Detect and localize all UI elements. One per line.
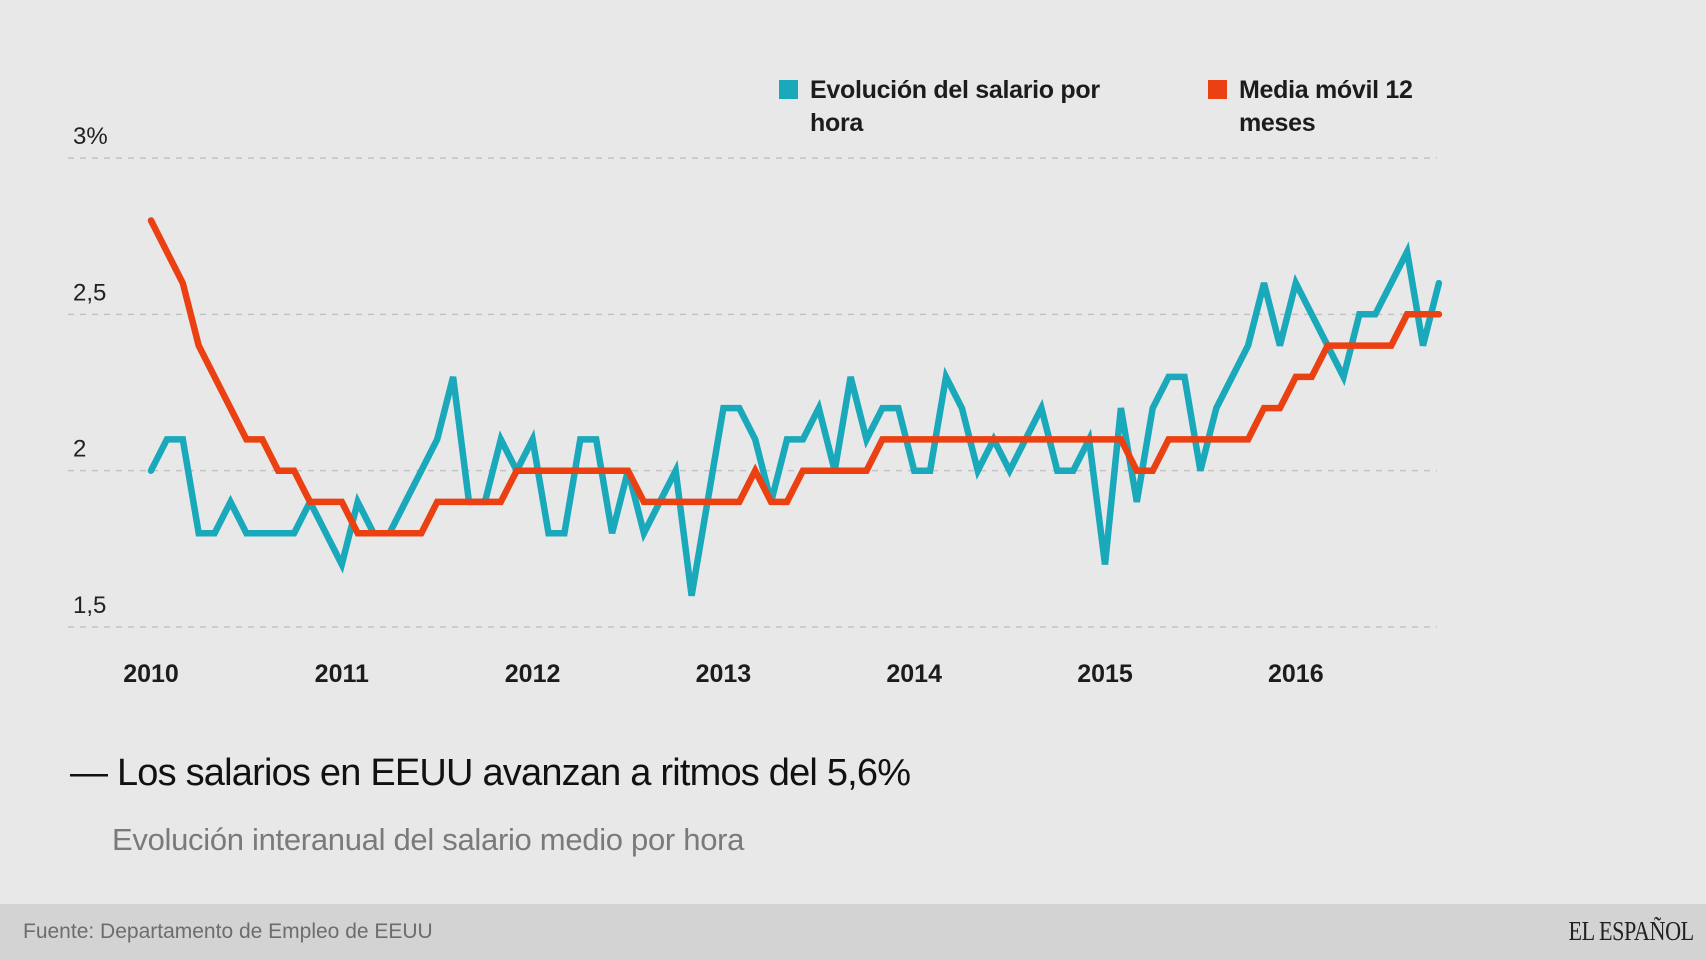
x-tick-label: 2014 bbox=[886, 660, 942, 688]
footer-bar: Fuente: Departamento de Empleo de EEUU E… bbox=[0, 904, 1706, 960]
y-tick-label: 2 bbox=[73, 436, 86, 463]
legend-label: Media móvil 12 meses bbox=[1239, 76, 1413, 137]
series-lines bbox=[147, 217, 1443, 597]
title-dash: — bbox=[70, 752, 108, 794]
chart-title: — Los salarios en EEUU avanzan a ritmos … bbox=[70, 752, 911, 795]
gridlines bbox=[68, 157, 1437, 628]
legend-item-salario-por-hora: Evolución del salario por hora bbox=[779, 74, 1109, 140]
x-tick-label: 2013 bbox=[696, 660, 752, 688]
x-tick-label: 2016 bbox=[1268, 660, 1324, 688]
y-axis-tick-labels: 1,5 2 2,5 3% bbox=[73, 123, 108, 619]
legend-item-media-movil: Media móvil 12 meses bbox=[1208, 74, 1448, 140]
x-tick-label: 2012 bbox=[505, 660, 561, 688]
source-note: Fuente: Departamento de Empleo de EEUU bbox=[23, 920, 433, 943]
series-line-salario-por-hora bbox=[147, 241, 1443, 597]
legend-label: Evolución del salario por hora bbox=[810, 76, 1100, 137]
brand-logo: EL ESPAÑOL bbox=[1568, 916, 1695, 946]
x-tick-label: 2015 bbox=[1077, 660, 1133, 688]
x-axis-tick-labels: 2010 2011 2012 2013 2014 2015 2016 bbox=[123, 660, 1323, 688]
chart-subtitle: Evolución interanual del salario medio p… bbox=[112, 822, 745, 857]
y-tick-label: 1,5 bbox=[73, 592, 106, 619]
series-points bbox=[150, 220, 1439, 534]
legend-swatch-teal-icon bbox=[779, 80, 798, 99]
line-chart: 1,5 2 2,5 3% 2010 2011 2012 2013 2014 2015 2016 bbox=[68, 123, 1443, 688]
legend-swatch-orange-icon bbox=[1208, 80, 1227, 99]
y-tick-label: 3% bbox=[73, 123, 108, 150]
title-text: Los salarios en EEUU avanzan a ritmos de… bbox=[116, 752, 911, 794]
y-tick-label: 2,5 bbox=[73, 279, 106, 306]
x-tick-label: 2011 bbox=[315, 660, 369, 688]
x-tick-label: 2010 bbox=[123, 660, 179, 688]
series-line-media-movil bbox=[147, 217, 1443, 537]
